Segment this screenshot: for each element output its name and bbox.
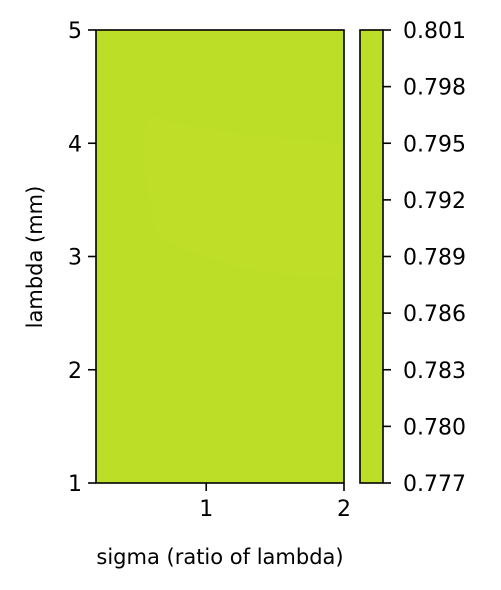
- colorbar-tick-label-8: 0.801: [403, 19, 466, 44]
- colorbar-tick-label-1: 0.780: [403, 415, 466, 440]
- x-tick-label-1: 2: [337, 497, 351, 522]
- x-axis-title: sigma (ratio of lambda): [96, 545, 343, 569]
- colorbar-tick-label-2: 0.783: [403, 359, 466, 384]
- y-tick-label-0: 1: [68, 472, 82, 497]
- y-axis-title: lambda (mm): [23, 186, 47, 329]
- y-tick-label-4: 5: [68, 19, 82, 44]
- colorbar-tick-label-4: 0.789: [403, 246, 466, 271]
- colorbar-ticks: 0.777 0.780 0.783 0.786 0.789 0.792 0.795 0.798…: [383, 19, 466, 497]
- colorbar-tick-label-6: 0.795: [403, 132, 466, 157]
- y-axis-ticks: 1 2 3 4 5: [68, 19, 96, 497]
- x-tick-label-0: 1: [199, 497, 213, 522]
- colorbar: [360, 30, 383, 483]
- heatmap-highlight-region: [143, 114, 344, 280]
- y-tick-label-2: 3: [68, 246, 82, 271]
- y-tick-label-3: 4: [68, 132, 82, 157]
- colorbar-tick-label-3: 0.786: [403, 302, 466, 327]
- colorbar-tick-label-0: 0.777: [403, 472, 466, 497]
- colorbar-tick-label-5: 0.792: [403, 189, 466, 214]
- y-tick-label-1: 2: [68, 359, 82, 384]
- colorbar-tick-label-7: 0.798: [403, 76, 466, 101]
